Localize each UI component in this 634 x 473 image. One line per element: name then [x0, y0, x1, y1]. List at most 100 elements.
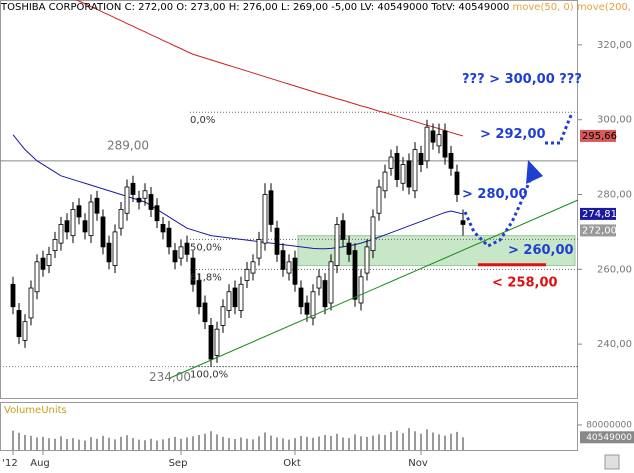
candle-body [112, 231, 118, 266]
candle-body [364, 246, 370, 274]
forecast-path [463, 179, 532, 248]
candle-body [322, 280, 328, 308]
annotation: ??? > 300,00 ??? [462, 72, 582, 87]
candle-body [256, 238, 262, 259]
stats: C: 272,00 O: 273,00 H: 276,00 L: 269,00 … [125, 2, 510, 13]
x-tick-label: Sep [169, 458, 188, 469]
candle-body [310, 291, 316, 319]
last-volume-label: 40549000 [586, 433, 632, 443]
candle-body [46, 253, 52, 266]
candle-body [106, 242, 112, 263]
candle-body [406, 160, 412, 188]
candle-body [376, 186, 382, 214]
candle-body [136, 197, 142, 203]
candle-body [424, 126, 430, 162]
candle-body [388, 156, 394, 169]
candle-body [304, 302, 310, 315]
level-label: 234,00 [149, 370, 191, 384]
candle-body [202, 302, 208, 323]
candle-body [454, 171, 460, 195]
candle-body [436, 134, 442, 147]
x-tick-label: Okt [283, 458, 301, 469]
candle-body [262, 194, 268, 244]
candle-body [430, 130, 436, 143]
candle-body [160, 224, 166, 233]
icon [604, 454, 620, 470]
y-tick-label: 260,00 [597, 264, 632, 275]
candle-body [58, 224, 64, 244]
price-plot [0, 0, 578, 368]
level-label: 289,00 [107, 138, 149, 152]
candle-body [214, 328, 220, 356]
candle-body [370, 216, 376, 252]
x-tick-label: Aug [30, 458, 50, 469]
candle-body [76, 205, 82, 218]
x-tick-label: Nov [408, 458, 428, 469]
candle-body [460, 220, 466, 225]
candle-body [100, 216, 106, 248]
candle-body [118, 209, 124, 229]
candle-body [316, 276, 322, 289]
arrow-head [526, 160, 543, 184]
volume-title: VolumeUnits [4, 405, 67, 416]
candle-body [196, 280, 202, 308]
candle-body [148, 194, 154, 210]
candle-body [340, 220, 346, 240]
candle-body [40, 257, 46, 270]
candle-body [448, 152, 454, 169]
x-tick-label: '12 [2, 458, 17, 469]
candle-body [130, 182, 136, 195]
last-value-box [580, 207, 616, 220]
y-tick-label: 80000000 [586, 420, 632, 430]
candle-body [178, 246, 184, 259]
candle-body [124, 186, 130, 214]
candle-body [52, 238, 58, 252]
candle-body [250, 261, 256, 274]
header: TOSHIBA CORPORATION C: 272,00 O: 273,00 … [0, 2, 634, 13]
candle-body [334, 224, 340, 266]
last-close-label: 272,00 [582, 225, 617, 236]
candle-body [244, 268, 250, 281]
candle-body [94, 197, 100, 214]
annotation: > 280,00 [462, 187, 528, 202]
price-panel [0, 0, 578, 399]
candle-body [88, 201, 94, 237]
candle-body [184, 242, 190, 255]
candle-body [82, 220, 88, 233]
candle-body [352, 250, 358, 300]
y-tick-label: 240,00 [597, 339, 632, 350]
candle-body [268, 190, 274, 225]
last-volume-box [580, 431, 634, 444]
annotation: > 292,00 [480, 127, 546, 142]
support-zone [297, 235, 576, 267]
legend-entry: move(50, 0) [513, 2, 574, 13]
last-value-label: 274,81 [582, 209, 617, 220]
candle-body [16, 310, 22, 338]
candle-body [70, 209, 76, 237]
candle-body [232, 287, 238, 308]
candle-body [394, 152, 400, 180]
candle-body [286, 261, 292, 274]
candle-body [28, 287, 34, 319]
last-close-box [580, 224, 616, 237]
y-tick-label: 320,00 [597, 40, 632, 51]
volume-panel [0, 402, 578, 451]
candle-body [238, 283, 244, 311]
candle-body [172, 250, 178, 263]
candle-body [142, 190, 148, 199]
forecast-path [545, 112, 574, 145]
candle-body [10, 283, 16, 308]
fib-label: 100,0% [190, 370, 228, 381]
candle-body [298, 287, 304, 308]
candle-body [226, 291, 232, 311]
candle-body [382, 171, 388, 192]
legend-entry: move(200, 0) [577, 2, 634, 13]
candle-body [328, 261, 334, 304]
annotation: < 258,00 [492, 275, 558, 290]
fib-label: 50,0% [190, 242, 222, 253]
moving-average-line [12, 134, 464, 250]
trend-line [169, 199, 579, 379]
